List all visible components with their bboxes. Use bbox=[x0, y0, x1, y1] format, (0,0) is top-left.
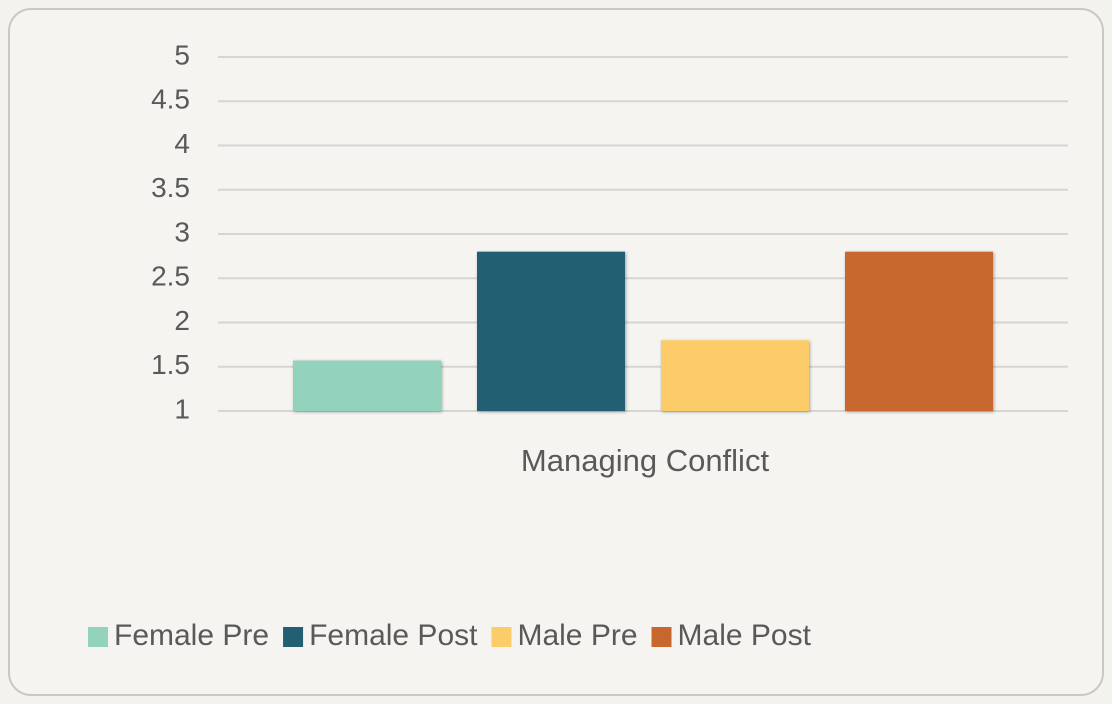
y-tick-label: 1.5 bbox=[151, 349, 190, 380]
legend-swatch bbox=[491, 627, 512, 647]
y-tick-label: 2.5 bbox=[151, 261, 190, 292]
legend-swatch bbox=[88, 627, 108, 647]
legend-label: Female Pre bbox=[114, 619, 269, 652]
bar bbox=[477, 251, 625, 411]
y-tick-label: 5 bbox=[174, 39, 190, 70]
legend-swatch bbox=[651, 627, 672, 647]
bar bbox=[845, 251, 993, 411]
x-tick-label: Managing Conflict bbox=[521, 443, 770, 478]
bar bbox=[661, 340, 809, 411]
y-tick-label: 1 bbox=[174, 393, 190, 424]
y-tick-label: 3 bbox=[174, 216, 190, 247]
y-tick-label: 2 bbox=[174, 305, 190, 336]
y-tick-label: 4.5 bbox=[151, 84, 190, 115]
legend-label: Male Post bbox=[678, 619, 812, 652]
y-tick-label: 3.5 bbox=[151, 172, 190, 203]
y-tick-label: 4 bbox=[174, 128, 190, 159]
legend-label: Female Post bbox=[309, 619, 478, 652]
legend-swatch bbox=[283, 627, 304, 647]
bar bbox=[293, 360, 441, 411]
legend-label: Male Pre bbox=[517, 619, 637, 652]
